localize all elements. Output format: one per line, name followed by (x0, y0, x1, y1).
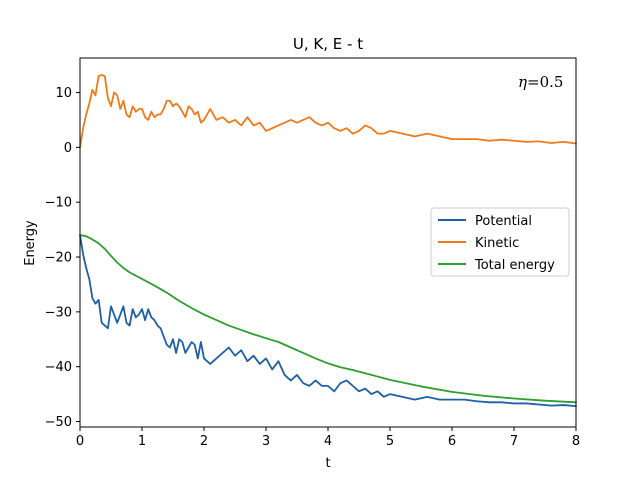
legend-label-total-energy: Total energy (474, 258, 555, 273)
y-tick-label: −40 (45, 360, 72, 375)
legend-label-kinetic: Kinetic (475, 236, 519, 251)
y-tick-label: 10 (55, 86, 72, 101)
eta-value: =0.5 (527, 73, 563, 91)
eta-annotation: η=0.5 (518, 73, 563, 91)
x-tick-label: 3 (262, 434, 270, 449)
x-axis-label: t (325, 456, 330, 471)
y-tick-label: −50 (45, 415, 72, 430)
y-axis-label: Energy (23, 220, 38, 266)
eta-symbol: η (518, 73, 527, 91)
x-tick-label: 8 (572, 434, 580, 449)
x-tick-label: 5 (386, 434, 394, 449)
x-tick-label: 1 (138, 434, 146, 449)
series-layer (79, 74, 577, 408)
legend-box (430, 207, 570, 277)
ticks-layer: 0 1 2 3 4 5 6 7 8 −50 −40 −30 −20 −10 0 10 (45, 86, 581, 449)
y-tick-label: −10 (45, 196, 72, 211)
y-tick-label: −20 (45, 251, 72, 266)
x-tick-label: 6 (448, 434, 456, 449)
chart-title: U, K, E - t (293, 35, 363, 53)
legend-label-potential: Potential (475, 214, 532, 229)
x-tick-label: 4 (324, 434, 332, 449)
legend: Potential Kinetic Total energy (430, 207, 570, 277)
x-tick-label: 7 (510, 434, 518, 449)
series-line-potential (79, 234, 577, 408)
x-tick-label: 0 (76, 434, 84, 449)
series-line-kinetic (79, 74, 577, 149)
series-line-total-energy (79, 234, 577, 404)
y-tick-label: 0 (64, 141, 72, 156)
y-tick-label: −30 (45, 305, 72, 320)
x-tick-label: 2 (200, 434, 208, 449)
